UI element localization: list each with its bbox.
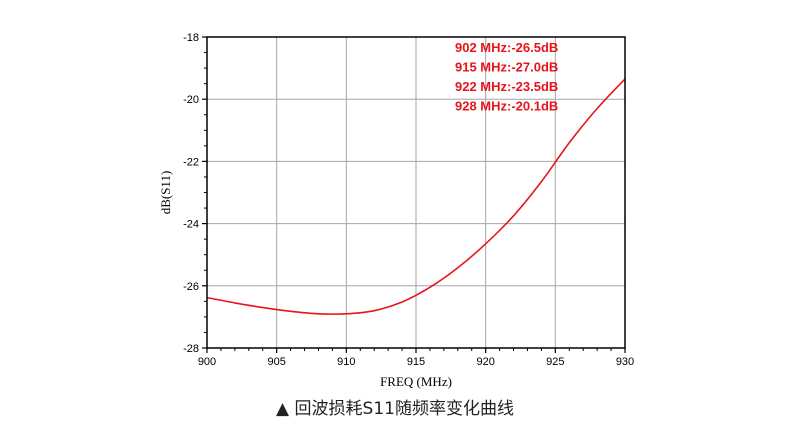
- s11-series-line: [206, 78, 626, 315]
- y-tick-label: -18: [183, 32, 199, 44]
- y-tick-label: -24: [183, 219, 199, 231]
- x-tick-label: 925: [546, 356, 564, 368]
- x-tick-label: 900: [198, 356, 216, 368]
- chart-annotations: 902 MHz:-26.5dB 915 MHz:-27.0dB 922 MHz:-2…: [455, 40, 558, 114]
- x-tick-label: 915: [407, 356, 425, 368]
- x-tick-label: 905: [267, 356, 285, 368]
- annotation-label: 902 MHz:-26.5dB: [455, 40, 558, 55]
- axis-ticks: 900 905 910 915 920 925 930 -28 -26 -24 -22 -20 -18: [183, 32, 634, 368]
- y-tick-label: -28: [183, 343, 199, 355]
- chart-series: [206, 78, 626, 315]
- y-tick-label: -20: [183, 94, 199, 106]
- y-tick-label: -22: [183, 156, 199, 168]
- chart-grid: [207, 37, 625, 348]
- annotation-label: 922 MHz:-23.5dB: [455, 79, 558, 94]
- figure-caption: ▲ 回波损耗S11随频率变化曲线: [276, 399, 514, 419]
- x-tick-label: 920: [476, 356, 494, 368]
- y-tick-label: -26: [183, 281, 199, 293]
- s11-chart: 900 905 910 915 920 925 930-28-26-24-22-20-18 …: [158, 32, 634, 389]
- y-axis-label: dB(S11): [158, 171, 173, 215]
- annotation-label: 928 MHz:-20.1dB: [455, 99, 558, 114]
- x-axis-label: FREQ (MHz): [380, 374, 452, 389]
- x-tick-label: 910: [337, 356, 355, 368]
- x-tick-label: 930: [616, 356, 634, 368]
- annotation-label: 915 MHz:-27.0dB: [455, 60, 558, 75]
